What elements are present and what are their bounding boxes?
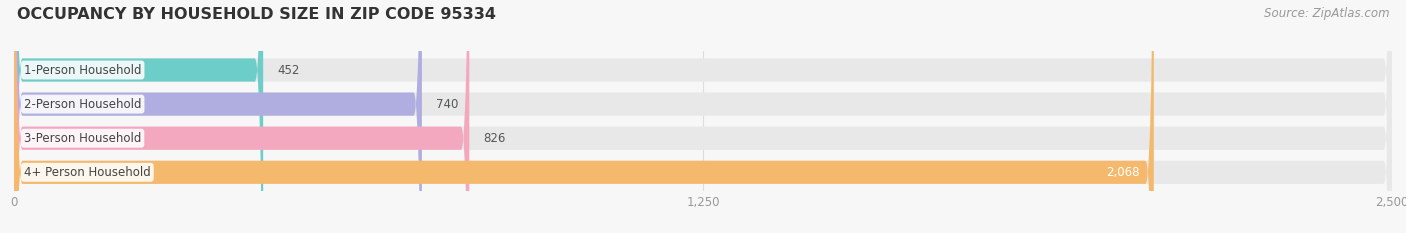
- FancyBboxPatch shape: [14, 0, 422, 233]
- Text: 452: 452: [277, 64, 299, 76]
- Text: Source: ZipAtlas.com: Source: ZipAtlas.com: [1264, 7, 1389, 20]
- FancyBboxPatch shape: [14, 0, 1392, 233]
- FancyBboxPatch shape: [14, 0, 1392, 233]
- Text: 2,068: 2,068: [1107, 166, 1140, 179]
- Text: 826: 826: [484, 132, 506, 145]
- Text: 1-Person Household: 1-Person Household: [24, 64, 142, 76]
- FancyBboxPatch shape: [14, 0, 263, 233]
- FancyBboxPatch shape: [14, 0, 1392, 233]
- Text: 3-Person Household: 3-Person Household: [24, 132, 142, 145]
- Text: 4+ Person Household: 4+ Person Household: [24, 166, 150, 179]
- Text: OCCUPANCY BY HOUSEHOLD SIZE IN ZIP CODE 95334: OCCUPANCY BY HOUSEHOLD SIZE IN ZIP CODE …: [17, 7, 496, 22]
- FancyBboxPatch shape: [14, 0, 1392, 233]
- Text: 2-Person Household: 2-Person Household: [24, 98, 142, 111]
- Text: 740: 740: [436, 98, 458, 111]
- FancyBboxPatch shape: [14, 0, 470, 233]
- FancyBboxPatch shape: [14, 0, 1154, 233]
